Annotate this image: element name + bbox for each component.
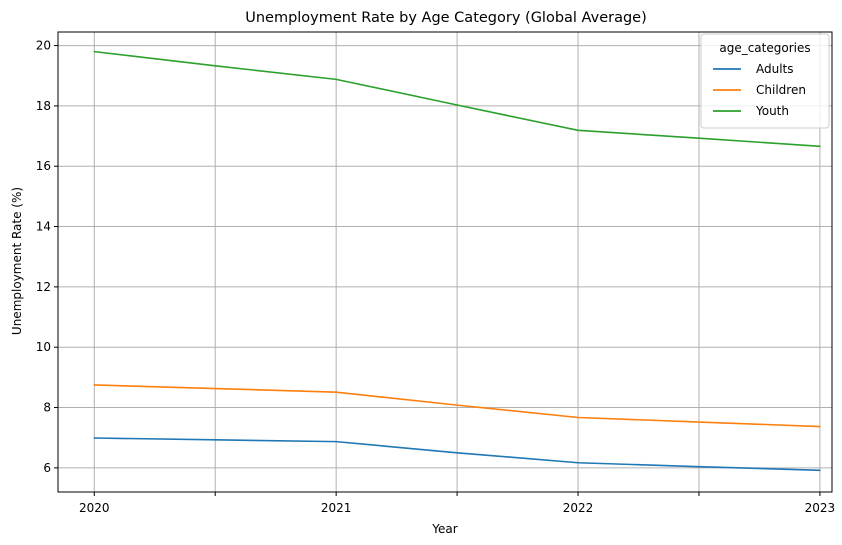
x-tick-label: 2021 — [321, 501, 352, 515]
x-tick-label: 2020 — [79, 501, 110, 515]
legend-label-children: Children — [756, 83, 806, 97]
legend-label-youth: Youth — [755, 104, 789, 118]
plot-area — [57, 31, 833, 493]
legend-label-adults: Adults — [756, 62, 794, 76]
y-tick-label: 8 — [43, 401, 51, 415]
series-line-youth — [93, 50, 821, 148]
y-tick-label: 14 — [36, 220, 51, 234]
plot-frame — [57, 31, 833, 493]
y-tick-label: 16 — [36, 159, 51, 173]
series-line-adults — [93, 437, 821, 472]
series-layer — [93, 50, 821, 472]
y-tick-label: 6 — [43, 461, 51, 475]
y-axis-label: Unemployment Rate (%) — [10, 187, 24, 335]
y-tick-label: 20 — [36, 39, 51, 53]
legend: age_categories Adults Children Youth — [700, 33, 830, 129]
x-tick-label: 2023 — [805, 501, 836, 515]
x-tick-label: 2022 — [563, 501, 594, 515]
legend-items: Adults Children Youth — [713, 62, 806, 118]
legend-title: age_categories — [719, 41, 810, 55]
y-tick-label: 12 — [36, 280, 51, 294]
x-axis: 2020 2021 2022 2023 — [79, 492, 835, 515]
series-line-children — [93, 384, 821, 428]
x-axis-label: Year — [431, 522, 457, 536]
legend-box — [700, 33, 830, 129]
chart-title: Unemployment Rate by Age Category (Globa… — [245, 10, 647, 26]
grid-layer — [58, 32, 832, 492]
y-axis: 6 8 10 12 14 16 18 20 — [36, 39, 58, 475]
y-tick-label: 18 — [36, 99, 51, 113]
y-tick-label: 10 — [36, 340, 51, 354]
